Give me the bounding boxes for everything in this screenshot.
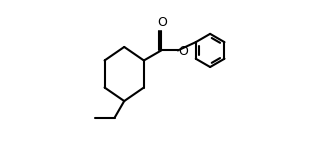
Text: O: O — [157, 16, 167, 29]
Text: O: O — [179, 45, 188, 58]
